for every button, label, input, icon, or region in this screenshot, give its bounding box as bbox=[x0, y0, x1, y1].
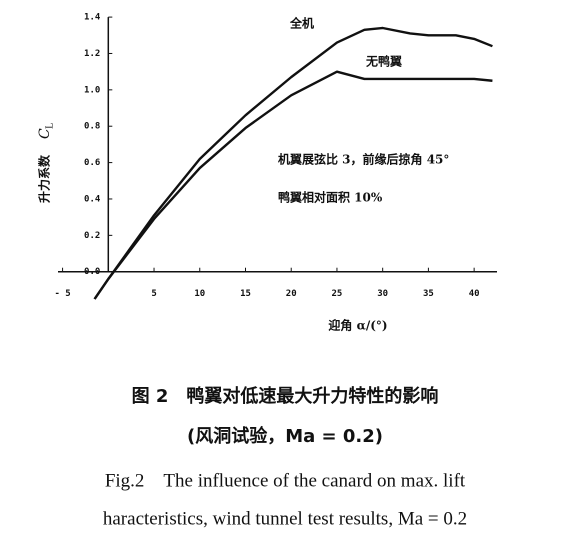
annotation: 机翼展弦比 3，前缘后掠角 45° bbox=[278, 152, 449, 167]
caption-en: haracteristics, wind tunnel test results… bbox=[103, 508, 467, 529]
annotation: 鸭翼相对面积 10% bbox=[278, 190, 383, 205]
y-label-symbol: C bbox=[37, 128, 53, 139]
series-label: 全机 bbox=[289, 16, 314, 31]
x-tick-label: 25 bbox=[332, 289, 343, 299]
x-axis-label: 迎角 α/(°) bbox=[328, 318, 387, 333]
x-tick-label: 30 bbox=[377, 289, 388, 299]
y-tick-label: 0.0 bbox=[84, 267, 100, 277]
series-line bbox=[93, 70, 493, 300]
x-tick-label: 10 bbox=[194, 289, 205, 299]
caption-zh: 图 2 鸭翼对低速最大升力特性的影响 bbox=[132, 385, 439, 407]
x-tick-label: 20 bbox=[286, 289, 297, 299]
x-tick-label: 40 bbox=[469, 289, 480, 299]
y-tick-label: 0.4 bbox=[84, 194, 101, 204]
y-tick-label: 0.2 bbox=[84, 231, 100, 241]
series-line bbox=[93, 26, 493, 300]
y-label-text: 升力系数 bbox=[37, 154, 52, 203]
y-tick-label: 0.8 bbox=[84, 122, 100, 132]
y-tick-label: 1.0 bbox=[84, 85, 100, 95]
caption-en: Fig.2 The influence of the canard on max… bbox=[105, 470, 466, 491]
y-tick-label: 1.2 bbox=[84, 49, 100, 59]
y-axis-label: 升力系数 C L bbox=[37, 123, 56, 203]
caption-zh: (风洞试验，Ma = 0.2) bbox=[187, 425, 383, 447]
x-tick-label: - 5 bbox=[54, 289, 70, 299]
series-label: 无鸭翼 bbox=[365, 54, 402, 69]
x-tick-label: 5 bbox=[151, 289, 156, 299]
x-tick-label: 15 bbox=[240, 289, 251, 299]
y-label-subscript: L bbox=[46, 123, 56, 129]
y-tick-label: 0.6 bbox=[84, 158, 100, 168]
x-tick-label: 35 bbox=[423, 289, 434, 299]
y-tick-label: 1.4 bbox=[84, 13, 101, 23]
